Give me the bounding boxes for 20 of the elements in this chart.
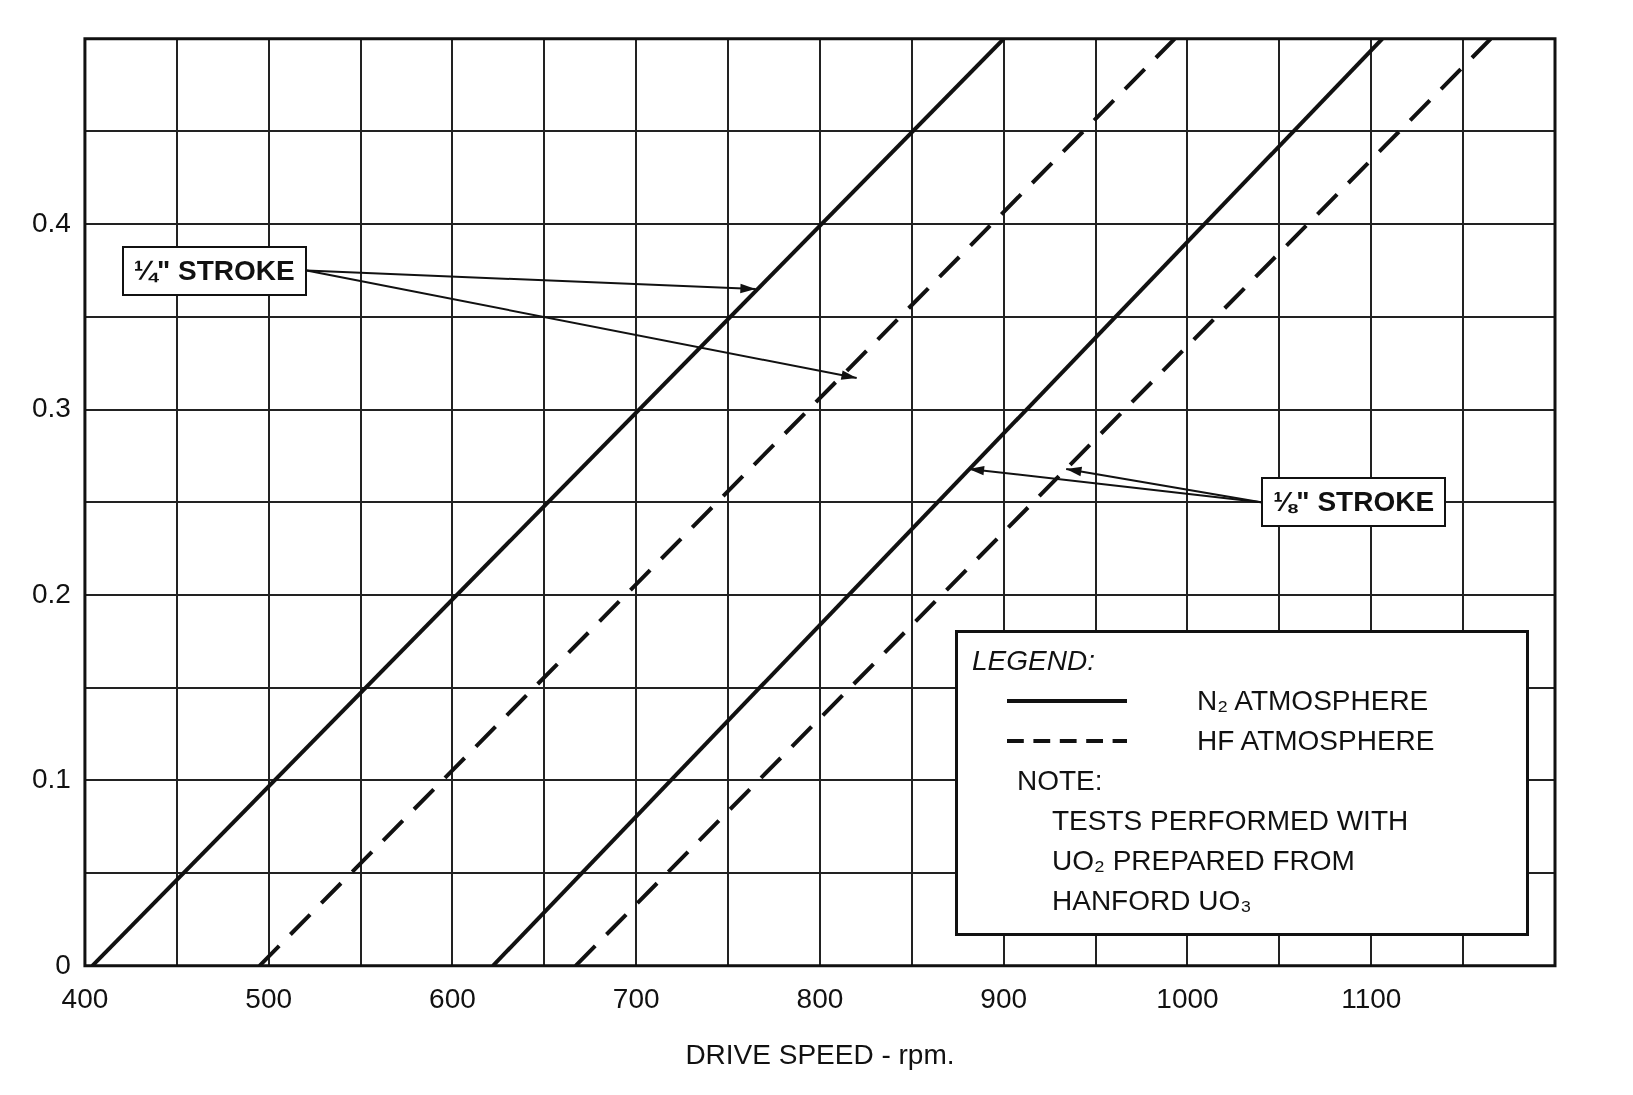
y-tick-label: 0.1	[31, 763, 71, 795]
text: N₂ ATMOSPHERE	[1197, 684, 1429, 716]
y-tick-label: 0.4	[31, 206, 71, 238]
x-axis-title: DRIVE SPEED - rpm.	[685, 1038, 955, 1070]
legend-title: LEGEND:	[972, 643, 1096, 678]
x-tick-label: 1100	[1341, 983, 1402, 1015]
x-tick-label: 400	[61, 983, 109, 1015]
x-tick-label: 1000	[1156, 983, 1219, 1015]
annotation: ⅛" STROKE	[1260, 477, 1447, 528]
y-tick-label: 0.2	[31, 577, 71, 609]
text: HF ATMOSPHERE	[1197, 724, 1435, 756]
x-tick-label: 900	[980, 983, 1028, 1015]
x-tick-label: 800	[796, 983, 844, 1015]
annotation: ¼" STROKE	[121, 245, 307, 296]
x-tick-label: 500	[245, 983, 293, 1015]
y-tick-label: 0	[55, 948, 71, 980]
x-tick-label: 700	[612, 983, 660, 1015]
annotation: NOTE: TESTS PERFORMED WITH UO₂ PREPARED FROM HANFORD UO₃	[1016, 763, 1410, 918]
y-tick-label: 0.3	[31, 392, 71, 424]
x-tick-label: 600	[429, 983, 476, 1015]
